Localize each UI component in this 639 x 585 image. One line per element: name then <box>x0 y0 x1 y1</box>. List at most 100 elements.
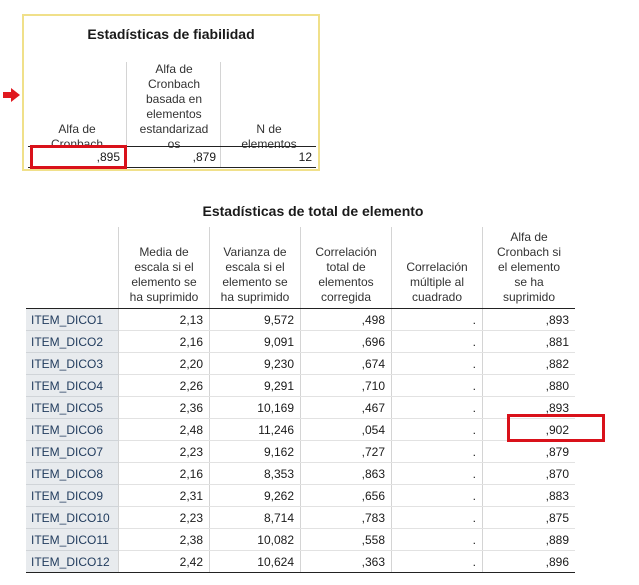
cell-alpha-if-deleted: ,889 <box>482 528 575 551</box>
cell-alpha-if-deleted: ,882 <box>482 352 575 375</box>
cell-mean-if-deleted: 2,16 <box>118 462 210 485</box>
cell-squared-multiple-correlation: . <box>391 374 483 397</box>
cell-variance-if-deleted: 11,246 <box>209 418 301 441</box>
cell-corrected-correlation: ,863 <box>300 462 392 485</box>
row-label: ITEM_DICO8 <box>26 462 119 485</box>
reliability-statistics-table[interactable]: Estadísticas de fiabilidad Alfa de Cronb… <box>22 14 320 171</box>
cell-corrected-correlation: ,727 <box>300 440 392 463</box>
cell-alpha-if-deleted: ,893 <box>482 308 575 331</box>
cell-mean-if-deleted: 2,26 <box>118 374 210 397</box>
table-row[interactable]: ITEM_DICO3 2,20 9,230,674. ,882 <box>26 352 575 375</box>
cell-variance-if-deleted: 10,624 <box>209 550 301 573</box>
cell-variance-if-deleted: 8,353 <box>209 462 301 485</box>
reliability-value-alpha-standardized: ,879 <box>126 147 216 167</box>
cell-squared-multiple-correlation: . <box>391 484 483 507</box>
col-header-squared-multiple-correlation: Correlación múltiple al cuadrado <box>391 227 483 309</box>
row-label: ITEM_DICO1 <box>26 308 119 331</box>
cell-mean-if-deleted: 2,20 <box>118 352 210 375</box>
table-row[interactable]: ITEM_DICO5 2,36 10,169,467. ,893 <box>26 396 575 419</box>
cell-mean-if-deleted: 2,31 <box>118 484 210 507</box>
table-row[interactable]: ITEM_DICO1 2,13 9,572,498. ,893 <box>26 308 575 331</box>
table-row[interactable]: ITEM_DICO7 2,23 9,162,727. ,879 <box>26 440 575 463</box>
table-row[interactable]: ITEM_DICO10 2,23 8,714,783. ,875 <box>26 506 575 529</box>
cell-corrected-correlation: ,498 <box>300 308 392 331</box>
cell-corrected-correlation: ,674 <box>300 352 392 375</box>
cell-corrected-correlation: ,558 <box>300 528 392 551</box>
reliability-header-cell: N de elementos <box>220 62 317 156</box>
cell-variance-if-deleted: 9,162 <box>209 440 301 463</box>
row-label: ITEM_DICO7 <box>26 440 119 463</box>
table-row[interactable]: ITEM_DICO12 2,42 10,624,363. ,896 <box>26 550 575 573</box>
cell-mean-if-deleted: 2,16 <box>118 330 210 353</box>
cell-corrected-correlation: ,054 <box>300 418 392 441</box>
cell-corrected-correlation: ,363 <box>300 550 392 573</box>
cell-alpha-if-deleted: ,881 <box>482 330 575 353</box>
item-total-statistics-table[interactable]: Media de escala si el elemento se ha sup… <box>26 227 575 573</box>
row-label: ITEM_DICO10 <box>26 506 119 529</box>
arrow-right-icon <box>3 88 20 102</box>
cell-corrected-correlation: ,783 <box>300 506 392 529</box>
reliability-header-alpha-standardized: Alfa de Cronbach basada en elementos est… <box>139 62 209 151</box>
cell-variance-if-deleted: 10,169 <box>209 396 301 419</box>
cell-mean-if-deleted: 2,38 <box>118 528 210 551</box>
cell-alpha-if-deleted: ,893 <box>482 396 575 419</box>
reliability-bottom-rule <box>28 167 316 168</box>
table-row[interactable]: ITEM_DICO8 2,16 8,353,863. ,870 <box>26 462 575 485</box>
cell-squared-multiple-correlation: . <box>391 506 483 529</box>
cell-corrected-correlation: ,696 <box>300 330 392 353</box>
highlight-box-item6-alpha <box>507 414 605 442</box>
cell-mean-if-deleted: 2,23 <box>118 506 210 529</box>
cell-squared-multiple-correlation: . <box>391 308 483 331</box>
reliability-value-alpha: ,895 <box>96 150 120 164</box>
cell-variance-if-deleted: 9,291 <box>209 374 301 397</box>
cell-alpha-if-deleted: ,870 <box>482 462 575 485</box>
reliability-header-cell: Alfa de Cronbach basada en elementos est… <box>126 62 221 156</box>
row-label: ITEM_DICO11 <box>26 528 119 551</box>
table-row[interactable]: ITEM_DICO6 2,48 11,246,054. ,902 <box>26 418 575 441</box>
table-row[interactable]: ITEM_DICO4 2,26 9,291,710. ,880 <box>26 374 575 397</box>
col-header-alpha-if-deleted: Alfa de Cronbach si el elemento se ha su… <box>482 227 575 309</box>
row-label: ITEM_DICO3 <box>26 352 119 375</box>
table-row[interactable]: ITEM_DICO2 2,16 9,091,696. ,881 <box>26 330 575 353</box>
cell-alpha-if-deleted: ,875 <box>482 506 575 529</box>
reliability-header-n-items: N de elementos <box>241 122 297 151</box>
cell-variance-if-deleted: 9,091 <box>209 330 301 353</box>
reliability-header-cell: Alfa de Cronbach <box>28 62 126 156</box>
row-label-header <box>26 227 119 309</box>
cell-mean-if-deleted: 2,13 <box>118 308 210 331</box>
cell-variance-if-deleted: 8,714 <box>209 506 301 529</box>
table-row[interactable]: ITEM_DICO11 2,38 10,082,558. ,889 <box>26 528 575 551</box>
cell-squared-multiple-correlation: . <box>391 528 483 551</box>
cell-squared-multiple-correlation: . <box>391 462 483 485</box>
col-header-mean-if-deleted: Media de escala si el elemento se ha sup… <box>118 227 210 309</box>
row-label: ITEM_DICO6 <box>26 418 119 441</box>
cell-alpha-if-deleted: ,879 <box>482 440 575 463</box>
col-header-corrected-item-total-correlation: Correlación total de elementos corregida <box>300 227 392 309</box>
reliability-title: Estadísticas de fiabilidad <box>87 26 255 42</box>
reliability-header-rule <box>28 146 316 147</box>
reliability-value-n-items: 12 <box>220 147 312 167</box>
cell-alpha-if-deleted: ,880 <box>482 374 575 397</box>
row-label: ITEM_DICO5 <box>26 396 119 419</box>
cell-mean-if-deleted: 2,36 <box>118 396 210 419</box>
cell-squared-multiple-correlation: . <box>391 550 483 573</box>
cell-mean-if-deleted: 2,48 <box>118 418 210 441</box>
cell-squared-multiple-correlation: . <box>391 396 483 419</box>
cell-mean-if-deleted: 2,42 <box>118 550 210 573</box>
cell-corrected-correlation: ,710 <box>300 374 392 397</box>
row-label: ITEM_DICO4 <box>26 374 119 397</box>
cell-mean-if-deleted: 2,23 <box>118 440 210 463</box>
cell-variance-if-deleted: 10,082 <box>209 528 301 551</box>
cell-variance-if-deleted: 9,262 <box>209 484 301 507</box>
row-label: ITEM_DICO2 <box>26 330 119 353</box>
item-total-title: Estadísticas de total de elemento <box>202 203 424 219</box>
cell-alpha-if-deleted: ,896 <box>482 550 575 573</box>
cell-squared-multiple-correlation: . <box>391 440 483 463</box>
cell-squared-multiple-correlation: . <box>391 352 483 375</box>
cell-alpha-if-deleted: ,883 <box>482 484 575 507</box>
highlight-box-alpha <box>30 145 127 169</box>
row-label: ITEM_DICO9 <box>26 484 119 507</box>
cell-corrected-correlation: ,467 <box>300 396 392 419</box>
table-row[interactable]: ITEM_DICO9 2,31 9,262,656. ,883 <box>26 484 575 507</box>
cell-variance-if-deleted: 9,572 <box>209 308 301 331</box>
